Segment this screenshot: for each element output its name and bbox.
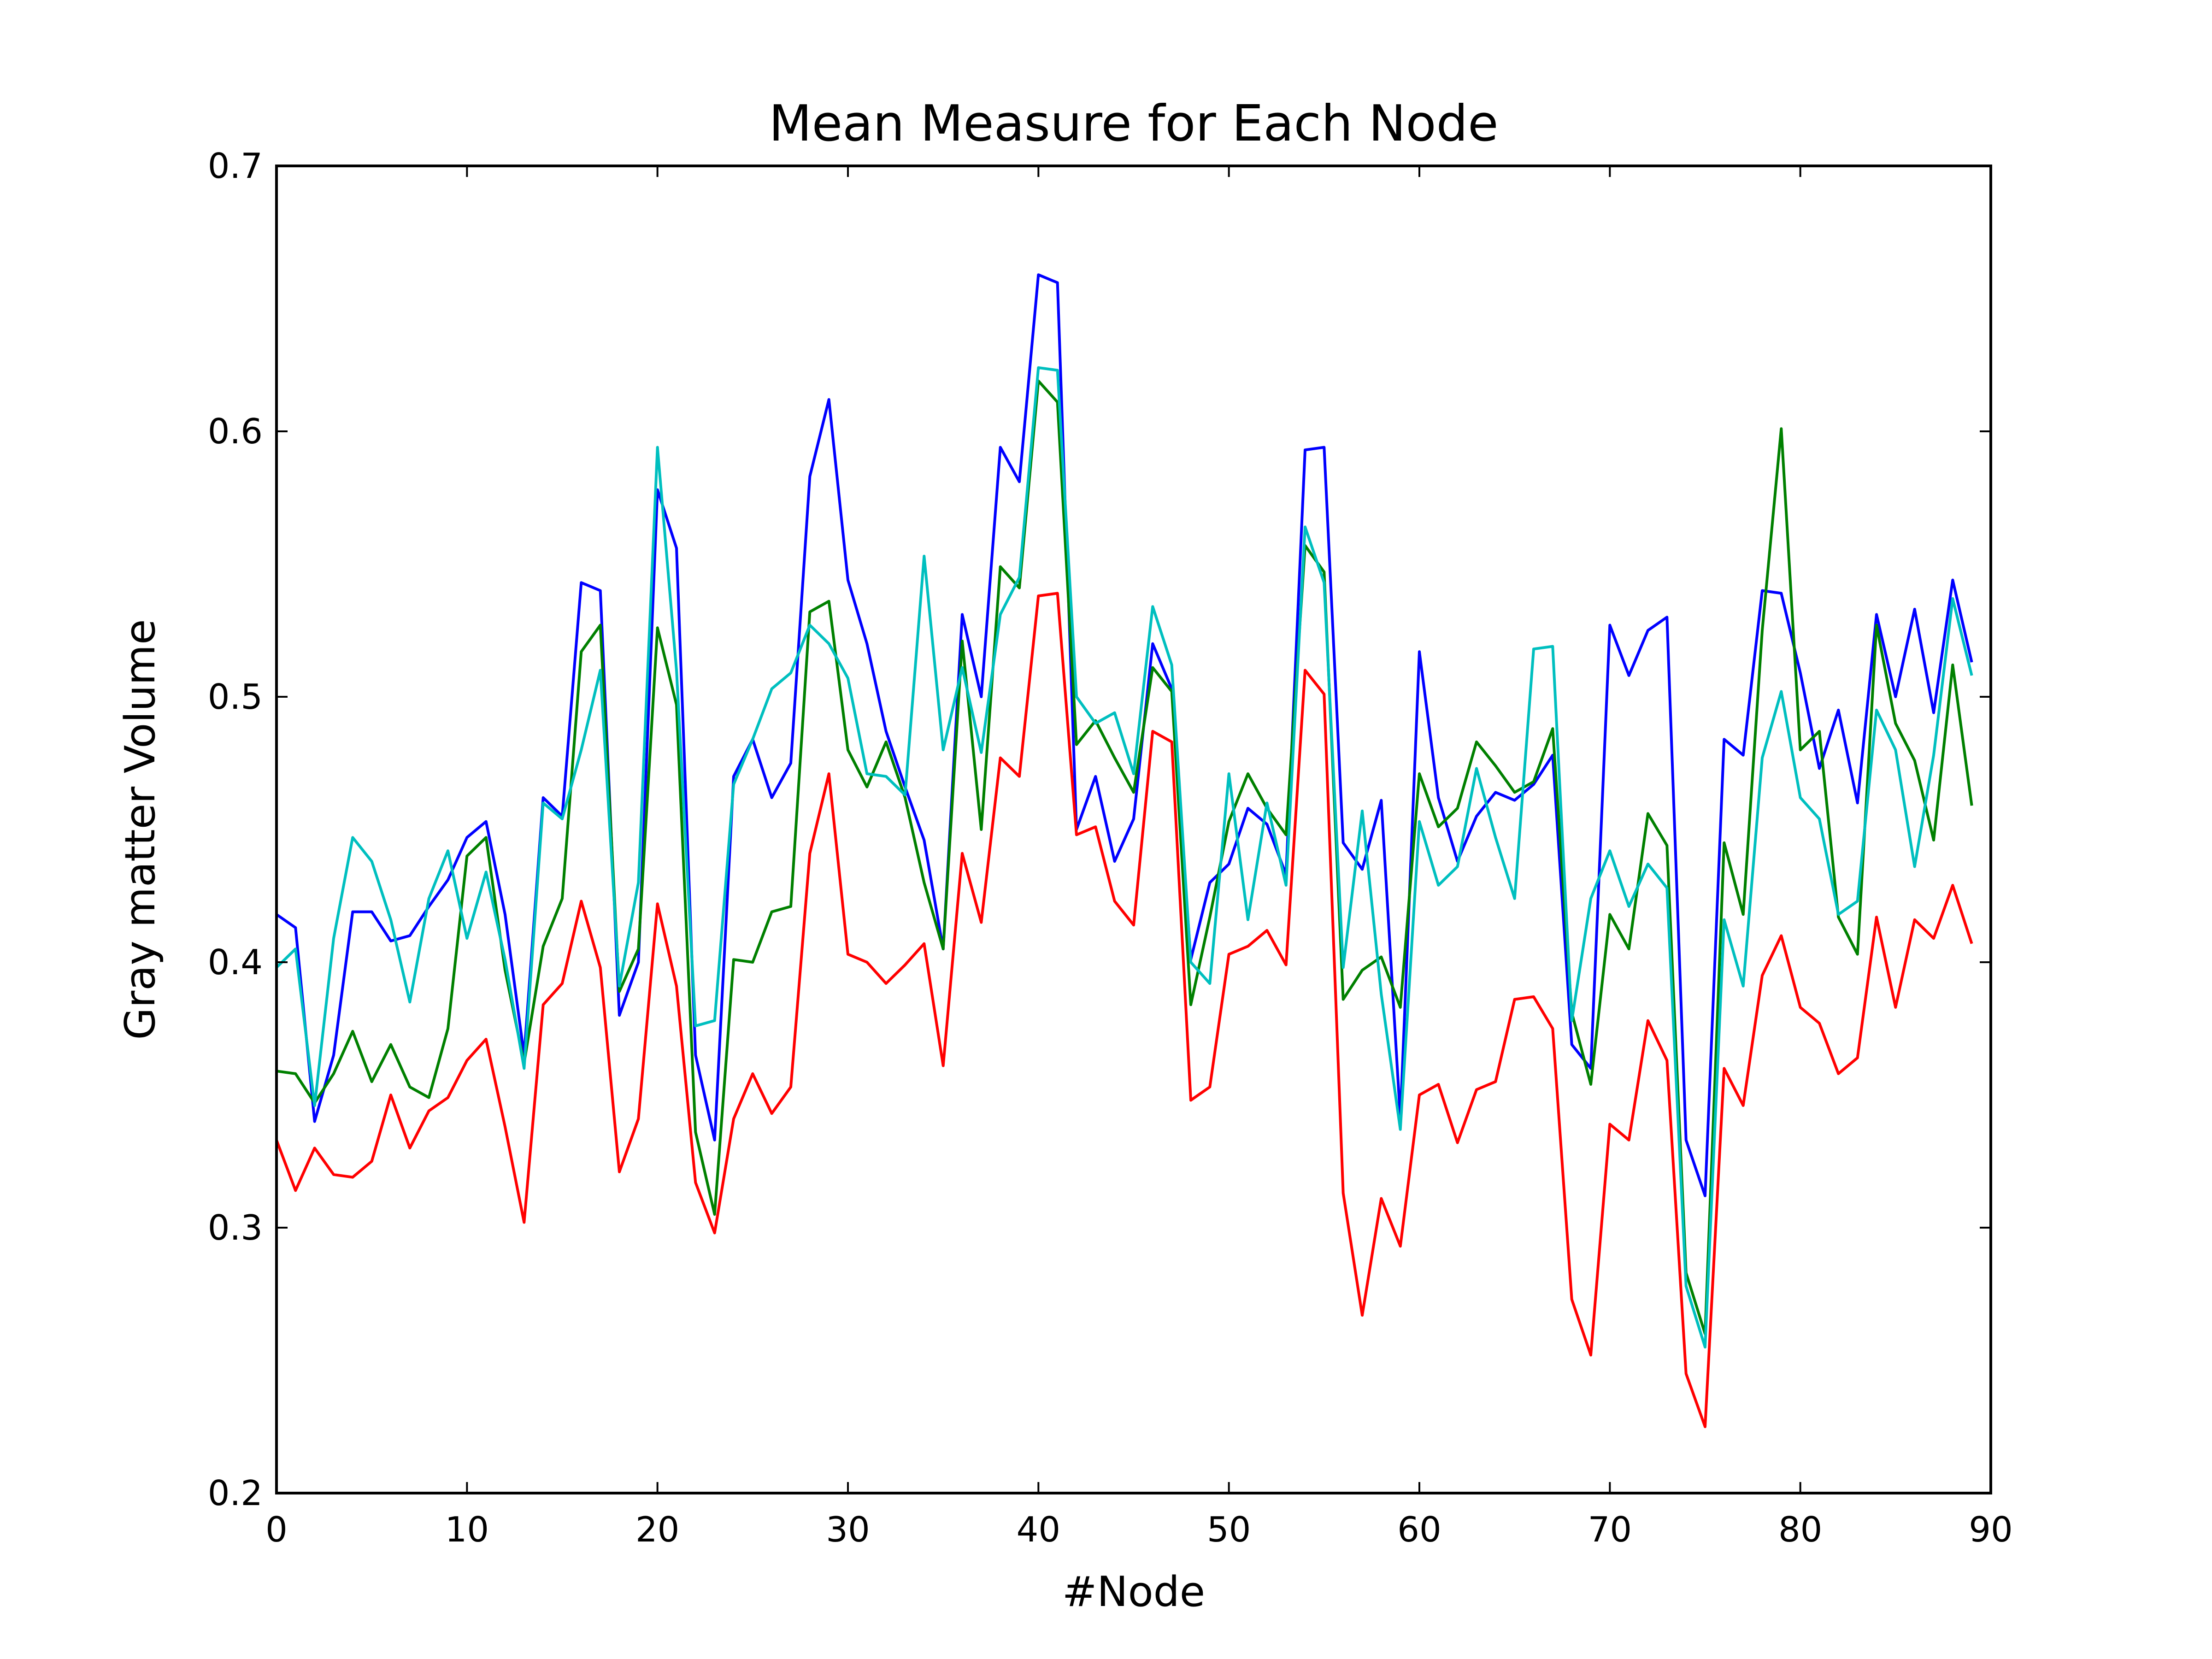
plot-frame bbox=[275, 165, 1992, 1494]
y-tick-label: 0.5 bbox=[208, 677, 263, 717]
x-tick-label: 20 bbox=[635, 1509, 679, 1550]
series-line-4 bbox=[275, 592, 1973, 1428]
y-tick-label: 0.7 bbox=[208, 146, 263, 186]
series-line-1 bbox=[276, 273, 1973, 1197]
series-layer bbox=[275, 273, 1973, 1428]
series-line-2 bbox=[276, 379, 1973, 1335]
x-tick-label: 50 bbox=[1207, 1509, 1251, 1550]
x-axis-title: #Node bbox=[1062, 1568, 1205, 1616]
series-line-3 bbox=[275, 366, 1973, 1349]
x-tick-label: 90 bbox=[1969, 1509, 2012, 1550]
y-tick-label: 0.6 bbox=[208, 411, 263, 452]
y-axis-title: Gray matter Volume bbox=[116, 619, 165, 1040]
x-tick-label: 70 bbox=[1588, 1509, 1632, 1550]
x-tick-label: 30 bbox=[826, 1509, 870, 1550]
y-tick-label: 0.2 bbox=[208, 1473, 263, 1513]
y-tick-label: 0.3 bbox=[208, 1207, 263, 1248]
x-tick-label: 40 bbox=[1017, 1509, 1060, 1550]
y-tick-label: 0.4 bbox=[208, 942, 263, 982]
x-tick-label: 0 bbox=[265, 1509, 288, 1550]
y-axis: 0.2 0.3 0.4 0.5 0.6 0.7 bbox=[208, 146, 1991, 1513]
x-tick-label: 80 bbox=[1778, 1509, 1822, 1550]
x-axis: 0 10 20 30 40 50 60 70 80 90 bbox=[265, 166, 2013, 1550]
x-tick-label: 60 bbox=[1397, 1509, 1441, 1550]
x-tick-label: 10 bbox=[445, 1509, 489, 1550]
chart-title: Mean Measure for Each Node bbox=[769, 95, 1498, 153]
